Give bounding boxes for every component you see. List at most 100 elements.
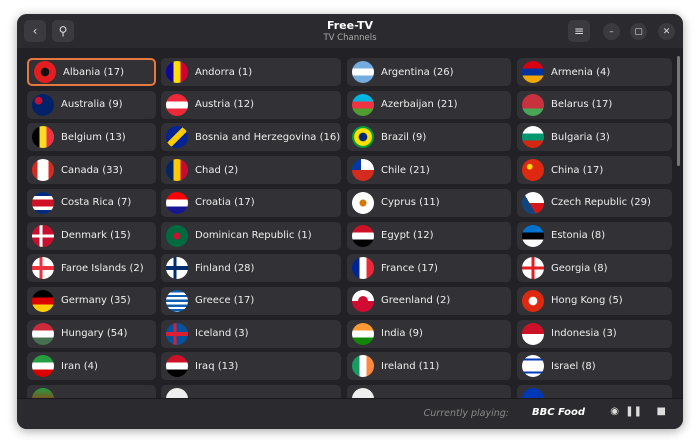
country-label: Greenland (2): [381, 295, 451, 307]
country-item[interactable]: Belgium (13): [27, 123, 156, 152]
close-icon: ✕: [662, 26, 671, 37]
flag-icon: [166, 93, 188, 116]
window-subtitle: TV Channels: [323, 33, 377, 43]
country-item[interactable]: Chad (2): [161, 156, 341, 185]
country-item[interactable]: Iraq (13): [161, 352, 341, 381]
back-button[interactable]: ‹: [24, 20, 46, 42]
country-item[interactable]: Cyprus (11): [347, 188, 511, 217]
menu-button[interactable]: ≡: [568, 20, 590, 42]
country-item[interactable]: Germany (35): [27, 286, 156, 315]
flag-icon: [352, 257, 374, 280]
flag-icon: [352, 322, 374, 345]
country-item[interactable]: Estonia (8): [517, 221, 672, 250]
country-label: Ireland (11): [381, 360, 440, 372]
country-label: Dominican Republic (1): [195, 230, 312, 241]
flag-icon: [352, 93, 374, 116]
country-label: Belarus (17): [551, 99, 613, 111]
country-item[interactable]: Iceland (3): [161, 319, 341, 348]
flag-icon: [352, 388, 374, 398]
country-label: Hong Kong (5): [551, 295, 623, 307]
country-label: Iran (4): [61, 360, 98, 372]
flag-icon: [166, 257, 188, 280]
search-icon: ⚲: [58, 24, 68, 38]
country-item[interactable]: Andorra (1): [161, 58, 341, 86]
eye-button[interactable]: ◉: [610, 406, 619, 417]
flag-icon: [522, 61, 544, 83]
country-item[interactable]: India (9): [347, 319, 511, 348]
flag-icon: [522, 224, 544, 247]
country-item[interactable]: Greenland (2): [347, 286, 511, 315]
country-item[interactable]: Faroe Islands (2): [27, 254, 156, 283]
eye-icon: ◉: [610, 406, 619, 417]
currently-playing-label: Currently playing:: [423, 408, 509, 419]
country-item[interactable]: Argentina (26): [347, 58, 511, 86]
country-item[interactable]: Ireland (11): [347, 352, 511, 381]
country-item[interactable]: Canada (33): [27, 156, 156, 185]
country-label: Faroe Islands (2): [61, 262, 144, 274]
country-item[interactable]: Austria (12): [161, 90, 341, 119]
country-item[interactable]: Hong Kong (5): [517, 286, 672, 315]
country-item[interactable]: Denmark (15): [27, 221, 156, 250]
scrollbar[interactable]: [677, 56, 680, 166]
country-item[interactable]: [517, 385, 672, 398]
country-label: Argentina (26): [381, 66, 454, 78]
country-label: Chad (2): [195, 164, 239, 176]
stop-button[interactable]: ■: [657, 406, 666, 417]
country-item[interactable]: Iran (4): [27, 352, 156, 381]
country-item[interactable]: Egypt (12): [347, 221, 511, 250]
country-item[interactable]: Australia (9): [27, 90, 156, 119]
country-label: Andorra (1): [195, 66, 253, 78]
country-label: Croatia (17): [195, 197, 255, 209]
search-button[interactable]: ⚲: [52, 20, 74, 42]
country-item[interactable]: Indonesia (3): [517, 319, 672, 348]
flag-icon: [522, 355, 544, 378]
flag-icon: [352, 289, 374, 312]
minimize-button[interactable]: –: [603, 23, 620, 40]
country-item[interactable]: Bosnia and Herzegovina (16): [161, 123, 341, 152]
country-item[interactable]: Albania (17): [27, 58, 156, 86]
pause-button[interactable]: ❚❚: [625, 406, 642, 417]
country-label: Costa Rica (7): [61, 197, 132, 209]
flag-icon: [352, 191, 374, 214]
maximize-button[interactable]: ▢: [630, 23, 647, 40]
country-label: France (17): [381, 262, 438, 274]
hamburger-menu-icon: ≡: [573, 24, 585, 38]
country-item[interactable]: Costa Rica (7): [27, 188, 156, 217]
country-label: Czech Republic (29): [551, 197, 651, 209]
flag-icon: [352, 224, 374, 247]
current-channel: BBC Food: [531, 407, 585, 418]
country-item[interactable]: Finland (28): [161, 254, 341, 283]
country-label: Albania (17): [63, 66, 125, 78]
country-item[interactable]: Azerbaijan (21): [347, 90, 511, 119]
flag-icon: [522, 289, 544, 312]
country-item[interactable]: Hungary (54): [27, 319, 156, 348]
country-item[interactable]: France (17): [347, 254, 511, 283]
country-grid: Albania (17) Andorra (1) Argentina (26) Arm…: [17, 48, 683, 398]
close-button[interactable]: ✕: [658, 23, 675, 40]
window-title: Free-TV: [326, 19, 374, 32]
country-item[interactable]: Israel (8): [517, 352, 672, 381]
country-item[interactable]: Croatia (17): [161, 188, 341, 217]
country-label: Estonia (8): [551, 230, 606, 241]
country-label: Bosnia and Herzegovina (16): [195, 131, 341, 143]
country-item[interactable]: [27, 385, 156, 398]
country-item[interactable]: Brazil (9): [347, 123, 511, 152]
country-item[interactable]: Armenia (4): [517, 58, 672, 86]
country-item[interactable]: Georgia (8): [517, 254, 672, 283]
country-item[interactable]: China (17): [517, 156, 672, 185]
flag-icon: [522, 257, 544, 280]
country-item[interactable]: Belarus (17): [517, 90, 672, 119]
country-item[interactable]: [161, 385, 341, 398]
country-item[interactable]: Czech Republic (29): [517, 188, 672, 217]
flag-icon: [34, 61, 56, 83]
country-item[interactable]: Dominican Republic (1): [161, 221, 341, 250]
flag-icon: [522, 159, 544, 182]
flag-icon: [32, 191, 54, 214]
country-item[interactable]: Greece (17): [161, 286, 341, 315]
country-item[interactable]: Bulgaria (3): [517, 123, 672, 152]
flag-icon: [166, 191, 188, 214]
country-item[interactable]: [347, 385, 511, 398]
country-label: Iceland (3): [195, 328, 249, 340]
country-item[interactable]: Chile (21): [347, 156, 511, 185]
pause-icon: ❚❚: [625, 406, 642, 417]
